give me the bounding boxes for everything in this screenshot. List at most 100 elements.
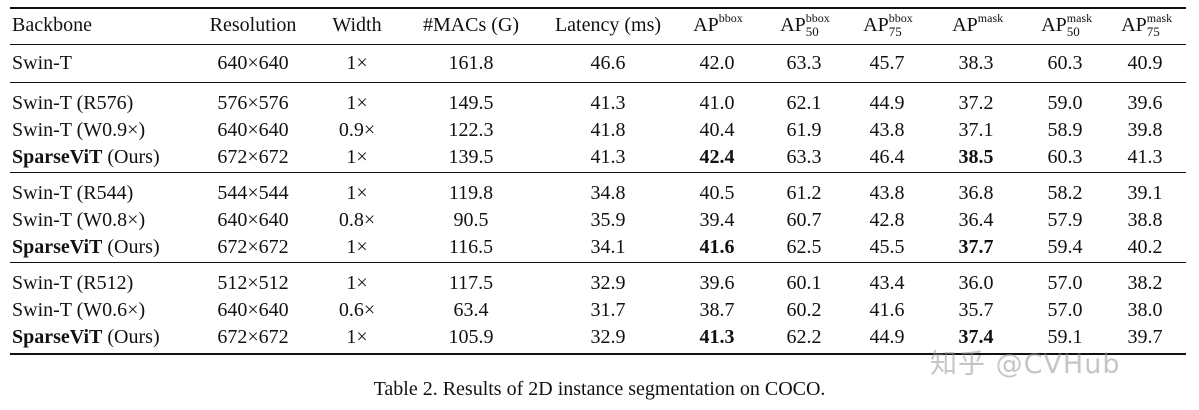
top-rule bbox=[10, 7, 1186, 9]
cell-value: 117.5 bbox=[448, 272, 494, 294]
header-subscript: 75 bbox=[888, 24, 902, 39]
cell-value: 161.8 bbox=[448, 52, 494, 74]
header-label: AP bbox=[693, 14, 719, 36]
header-cell: #MACs (G) bbox=[423, 12, 519, 38]
value-cell: 40.9 bbox=[1128, 50, 1163, 76]
cell-value: 38.2 bbox=[1127, 272, 1163, 294]
header-cell: AP mask 75 bbox=[1121, 11, 1172, 39]
backbone-cell: Swin-T (R544) bbox=[12, 180, 133, 206]
value-cell: 1× bbox=[346, 50, 367, 76]
value-cell: 58.2 bbox=[1048, 180, 1083, 206]
cell-value: 41.6 bbox=[869, 299, 905, 321]
header-superscript: mask bbox=[977, 11, 1004, 25]
cell-value: 149.5 bbox=[448, 92, 494, 114]
cell-value: 512×512 bbox=[217, 272, 289, 294]
cell-value: 36.4 bbox=[958, 209, 994, 231]
cell-value: 37.7 bbox=[958, 236, 994, 258]
value-cell: 34.1 bbox=[591, 234, 626, 260]
value-cell: 39.6 bbox=[700, 270, 735, 296]
cell-value: 41.8 bbox=[590, 119, 626, 141]
backbone-name: SparseViT bbox=[12, 326, 103, 348]
backbone-cell: Swin-T (R512) bbox=[12, 270, 133, 296]
header-cell: Latency (ms) bbox=[555, 12, 661, 38]
cell-value: 90.5 bbox=[453, 209, 489, 231]
cell-value: 0.9× bbox=[338, 119, 376, 141]
value-cell: 1× bbox=[346, 180, 367, 206]
table-row: Swin-T (W0.6×) 640×640 0.6× 63.4 31.7 38.7 60.… bbox=[10, 297, 1186, 323]
cell-value: 37.1 bbox=[958, 119, 994, 141]
ours-suffix: (Ours) bbox=[102, 236, 160, 258]
value-cell: 36.8 bbox=[959, 180, 994, 206]
cell-value: 1× bbox=[346, 146, 368, 168]
value-cell: 41.3 bbox=[591, 144, 626, 170]
cell-value: 139.5 bbox=[448, 146, 494, 168]
value-cell: 60.7 bbox=[787, 207, 822, 233]
cell-value: 38.3 bbox=[958, 52, 994, 74]
value-cell: 1× bbox=[346, 270, 367, 296]
cell-value: 1× bbox=[346, 236, 368, 258]
cell-value: 40.4 bbox=[699, 119, 735, 141]
value-cell: 0.8× bbox=[339, 207, 375, 233]
value-cell: 60.2 bbox=[787, 297, 822, 323]
cell-value: 46.6 bbox=[590, 52, 626, 74]
cell-value: 41.3 bbox=[1127, 146, 1163, 168]
header-subscript: 75 bbox=[1146, 24, 1160, 39]
value-cell: 44.9 bbox=[870, 324, 905, 350]
cell-value: 39.1 bbox=[1127, 182, 1163, 204]
cell-value: 60.3 bbox=[1047, 52, 1083, 74]
backbone-cell: Swin-T bbox=[12, 50, 72, 76]
cell-value: 37.4 bbox=[958, 326, 994, 348]
value-cell: 60.3 bbox=[1048, 50, 1083, 76]
cell-value: 39.6 bbox=[1127, 92, 1163, 114]
header-label: AP bbox=[952, 14, 978, 36]
header-label: AP bbox=[1121, 14, 1147, 36]
cell-value: 61.2 bbox=[786, 182, 822, 204]
cell-value: 0.8× bbox=[338, 209, 376, 231]
cell-value: 31.7 bbox=[590, 299, 626, 321]
value-cell: 39.7 bbox=[1128, 324, 1163, 350]
value-cell: 43.4 bbox=[870, 270, 905, 296]
backbone-name: Swin-T bbox=[12, 52, 72, 74]
value-cell: 63.4 bbox=[454, 297, 489, 323]
table-row: SparseViT (Ours) 672×672 1× 105.9 32.9 41.3 62… bbox=[10, 324, 1186, 350]
backbone-name: Swin-T (R544) bbox=[12, 182, 134, 204]
cell-value: 59.0 bbox=[1047, 92, 1083, 114]
cell-value: 36.8 bbox=[958, 182, 994, 204]
value-cell: 39.4 bbox=[700, 207, 735, 233]
value-cell: 61.2 bbox=[787, 180, 822, 206]
cell-value: 105.9 bbox=[448, 326, 494, 348]
cell-value: 42.4 bbox=[699, 146, 735, 168]
value-cell: 62.2 bbox=[787, 324, 822, 350]
cell-value: 1× bbox=[346, 182, 368, 204]
cell-value: 576×576 bbox=[217, 92, 289, 114]
cell-value: 1× bbox=[346, 326, 368, 348]
header-label: Width bbox=[332, 14, 382, 36]
cell-value: 63.4 bbox=[453, 299, 489, 321]
cell-value: 39.6 bbox=[699, 272, 735, 294]
cell-value: 41.3 bbox=[699, 326, 735, 348]
cell-value: 40.9 bbox=[1127, 52, 1163, 74]
backbone-cell: Swin-T (W0.9×) bbox=[12, 117, 145, 143]
value-cell: 38.7 bbox=[700, 297, 735, 323]
header-label: Resolution bbox=[209, 14, 297, 36]
header-cell: AP bbox 50 bbox=[780, 11, 830, 39]
value-cell: 60.1 bbox=[787, 270, 822, 296]
backbone-name: Swin-T (W0.8×) bbox=[12, 209, 146, 231]
value-cell: 1× bbox=[346, 144, 367, 170]
cell-value: 37.2 bbox=[958, 92, 994, 114]
value-cell: 1× bbox=[346, 324, 367, 350]
value-cell: 36.4 bbox=[959, 207, 994, 233]
header-cell: AP mask bbox=[952, 11, 1003, 38]
value-cell: 672×672 bbox=[217, 144, 288, 170]
value-cell: 0.6× bbox=[339, 297, 375, 323]
value-cell: 46.6 bbox=[591, 50, 626, 76]
value-cell: 32.9 bbox=[591, 270, 626, 296]
cell-value: 39.4 bbox=[699, 209, 735, 231]
value-cell: 31.7 bbox=[591, 297, 626, 323]
header-label: Latency (ms) bbox=[554, 14, 662, 36]
backbone-cell: Swin-T (W0.8×) bbox=[12, 207, 145, 233]
value-cell: 40.5 bbox=[700, 180, 735, 206]
value-cell: 39.6 bbox=[1128, 90, 1163, 116]
value-cell: 62.1 bbox=[787, 90, 822, 116]
header-cell: Width bbox=[332, 12, 381, 38]
